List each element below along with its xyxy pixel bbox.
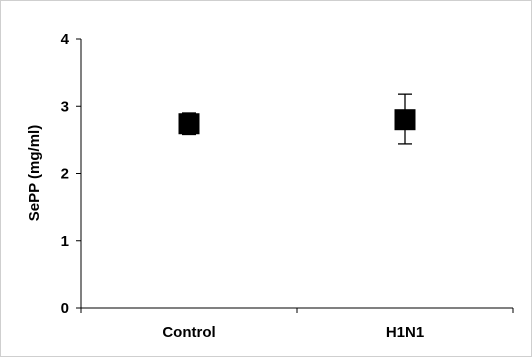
y-tick-label: 4 [61, 31, 70, 48]
axes [80, 39, 513, 309]
x-tick-label: Control [162, 324, 215, 341]
y-tick-label: 3 [61, 98, 69, 115]
x-tick-label: H1N1 [386, 324, 424, 341]
data-marks [178, 93, 416, 145]
data-point-square [178, 113, 200, 135]
y-tick-label: 1 [61, 233, 69, 250]
tick-labels: 0 1 2 3 4 Control H1N1 [61, 31, 425, 341]
y-tick-label: 2 [61, 166, 69, 183]
y-axis-title: SePP (mg/ml) [26, 125, 43, 221]
tick-marks [76, 38, 514, 313]
data-point-square [394, 109, 416, 131]
y-tick-label: 0 [61, 300, 69, 317]
